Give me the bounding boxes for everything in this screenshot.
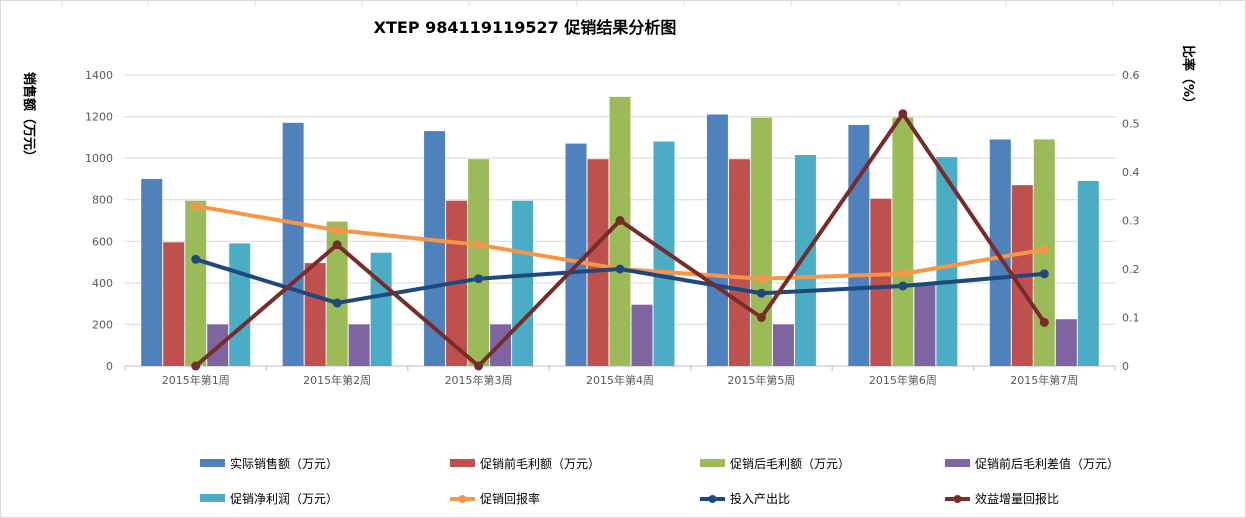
legend-swatch: [200, 459, 225, 467]
y-tick-label: 800: [92, 194, 113, 207]
x-tick-label: 2015年第4周: [586, 373, 654, 387]
series-point: [1039, 245, 1049, 255]
y-tick-label: 1400: [85, 69, 113, 82]
bar: [706, 114, 728, 366]
y2-tick-label: 0.3: [1122, 215, 1140, 228]
legend-label: 促销前毛利额（万元）: [480, 456, 600, 471]
series-point: [1039, 269, 1049, 279]
bar: [609, 96, 631, 366]
bar: [750, 117, 772, 366]
bar: [304, 263, 326, 366]
bar: [185, 200, 207, 366]
bar: [1077, 181, 1099, 366]
y2-tick-label: 0.4: [1122, 166, 1140, 179]
legend-label: 促销后毛利额（万元）: [730, 457, 850, 471]
bar: [631, 304, 653, 366]
x-tick-label: 2015年第5周: [727, 373, 795, 387]
legend-label: 促销前后毛利差值（万元）: [975, 456, 1119, 471]
y2-tick-label: 0.1: [1122, 312, 1140, 325]
series-point: [474, 240, 484, 250]
series-point: [332, 240, 342, 250]
y-tick-label: 200: [92, 318, 113, 331]
x-tick-label: 2015年第2周: [303, 373, 371, 387]
bar: [512, 200, 534, 366]
bar: [229, 243, 251, 366]
x-tick-label: 2015年第3周: [445, 373, 513, 387]
legend-label: 效益增量回报比: [975, 491, 1059, 506]
series-point: [191, 201, 201, 211]
series-point: [474, 361, 484, 371]
sheet-grid-lines: [61, 0, 1221, 6]
bar: [163, 242, 185, 366]
series-point: [756, 288, 766, 298]
bar: [468, 159, 490, 366]
y-tick-label: 0: [106, 360, 113, 373]
series-point: [898, 281, 908, 291]
bar: [370, 252, 392, 366]
y-axis-label: 销售额（万元）: [21, 72, 37, 163]
y-tick-label: 1000: [85, 152, 113, 165]
y2-tick-label: 0.6: [1122, 69, 1140, 82]
bar: [914, 284, 936, 366]
y2-tick-label: 0: [1122, 360, 1129, 373]
bar: [348, 324, 370, 366]
legend-marker: [458, 495, 467, 503]
bar: [653, 141, 675, 366]
bar: [326, 221, 348, 366]
legend-label: 投入产出比: [730, 491, 790, 506]
y2-tick-label: 0.2: [1122, 263, 1140, 276]
series-point: [898, 269, 908, 279]
y-tick-label: 1200: [85, 111, 113, 124]
y-tick-label: 400: [92, 277, 113, 290]
bar: [989, 139, 1011, 366]
legend-marker: [708, 495, 717, 503]
legend-label: 促销回报率: [480, 491, 540, 506]
bar: [848, 124, 870, 366]
bar: [870, 198, 892, 366]
series-point: [191, 254, 201, 264]
bar: [772, 324, 794, 366]
legend-label: 促销净利润（万元）: [230, 492, 338, 506]
bar: [141, 178, 163, 366]
series-point: [1039, 317, 1049, 327]
series-point: [756, 313, 766, 322]
series-point: [615, 264, 625, 274]
bar: [565, 143, 587, 366]
x-tick-label: 2015年第6周: [869, 373, 937, 387]
x-tick-label: 2015年第1周: [162, 373, 230, 387]
legend-swatch: [700, 459, 725, 467]
series-point: [756, 274, 766, 284]
legend-swatch: [450, 459, 475, 467]
bar: [587, 159, 609, 366]
series-point: [332, 225, 342, 235]
bar: [424, 131, 446, 366]
y-tick-label: 600: [92, 235, 113, 248]
legend-swatch: [200, 494, 225, 502]
legend-marker: [953, 495, 962, 503]
series-point: [898, 109, 908, 119]
legend-label: 实际销售额（万元）: [230, 456, 338, 471]
y2-axis-label: 比率（%）: [1180, 45, 1196, 110]
series-point: [474, 274, 484, 284]
y2-tick-label: 0.5: [1122, 118, 1140, 131]
legend-swatch: [945, 459, 970, 467]
series-point: [615, 216, 625, 225]
bar: [728, 159, 750, 366]
bar: [936, 157, 958, 366]
bar: [794, 155, 816, 366]
series-point: [191, 361, 201, 371]
bar: [1055, 319, 1077, 366]
bar: [282, 122, 304, 366]
bar: [892, 117, 914, 366]
series-point: [332, 298, 342, 308]
chart-title: XTEP 984119119527 促销结果分析图: [374, 18, 677, 37]
x-tick-label: 2015年第7周: [1010, 373, 1078, 387]
